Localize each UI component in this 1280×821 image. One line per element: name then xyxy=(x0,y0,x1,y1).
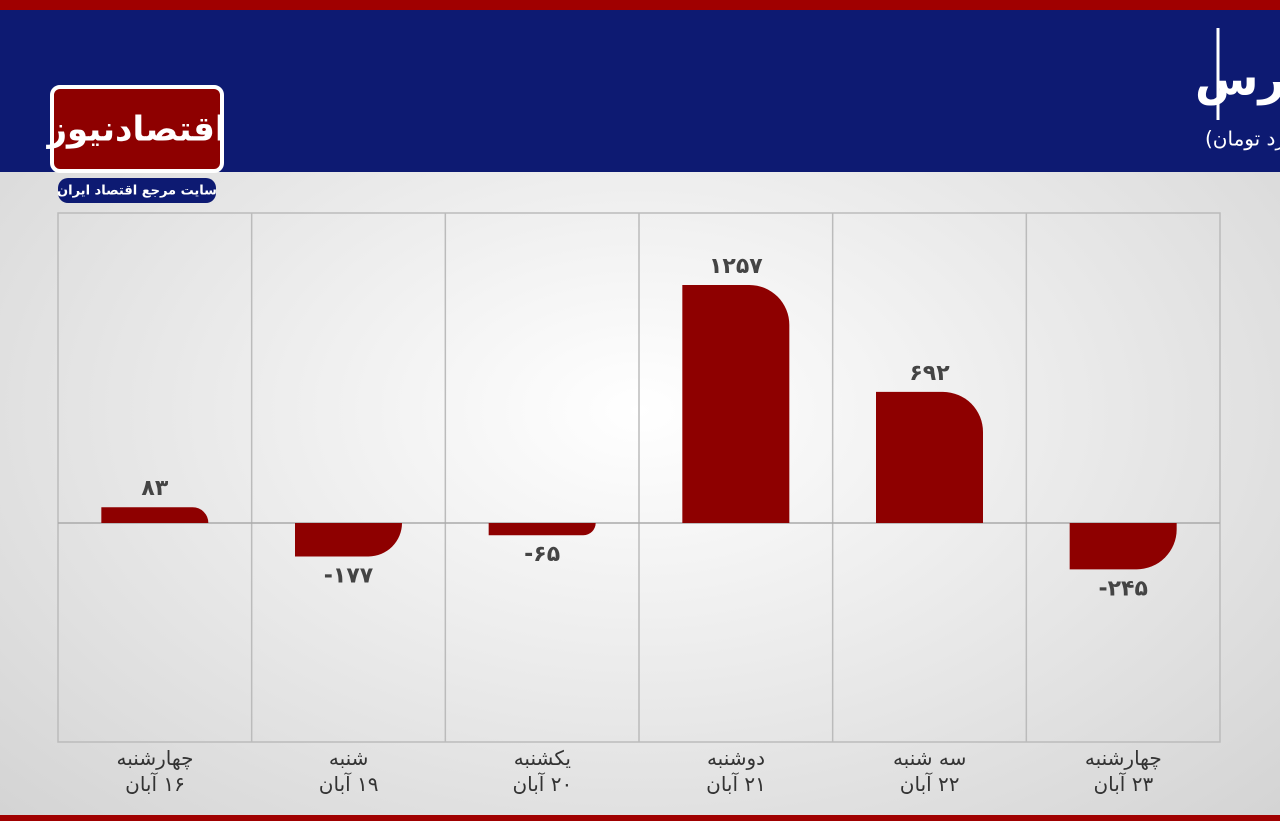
x-tick-label: چهارشنبه ۱۶ آبان xyxy=(116,746,194,796)
x-tick-label: یکشنبه ۲۰ آبان xyxy=(512,746,573,796)
value-label: ۶۹۲ xyxy=(909,361,950,386)
value-label: -۶۵ xyxy=(524,542,560,567)
x-tick-label: دوشنبه ۲۱ آبان xyxy=(706,746,766,796)
x-tick-label: سه شنبه ۲۲ آبان xyxy=(892,746,967,796)
chart-title: روند ورود و خروج پول حقیقی در بورس xyxy=(1195,52,1280,107)
bar xyxy=(876,391,983,523)
logo-box xyxy=(50,85,224,173)
chart-subtitle: (واحد:میلیارد تومان) xyxy=(1205,127,1280,151)
value-label: ۱۲۵۷ xyxy=(709,254,763,279)
x-tick-label: چهارشنبه ۲۳ آبان xyxy=(1084,746,1162,796)
value-label: -۱۷۷ xyxy=(324,563,374,588)
bar xyxy=(682,284,790,523)
x-tick-label: شنبه ۱۹ آبان xyxy=(318,746,379,796)
bar xyxy=(295,522,402,557)
bar xyxy=(488,522,596,536)
bar xyxy=(101,507,209,523)
footer-strip xyxy=(0,815,1280,821)
logo-name: اقتصادنیوز xyxy=(45,110,226,150)
value-label: ۸۳ xyxy=(141,476,168,501)
logo-tagline-box xyxy=(58,178,216,203)
header-strip xyxy=(0,0,1280,10)
bar xyxy=(1069,522,1177,570)
logo-tagline: سایت مرجع اقتصاد ایران xyxy=(57,184,217,199)
value-label: -۲۴۵ xyxy=(1098,576,1147,601)
